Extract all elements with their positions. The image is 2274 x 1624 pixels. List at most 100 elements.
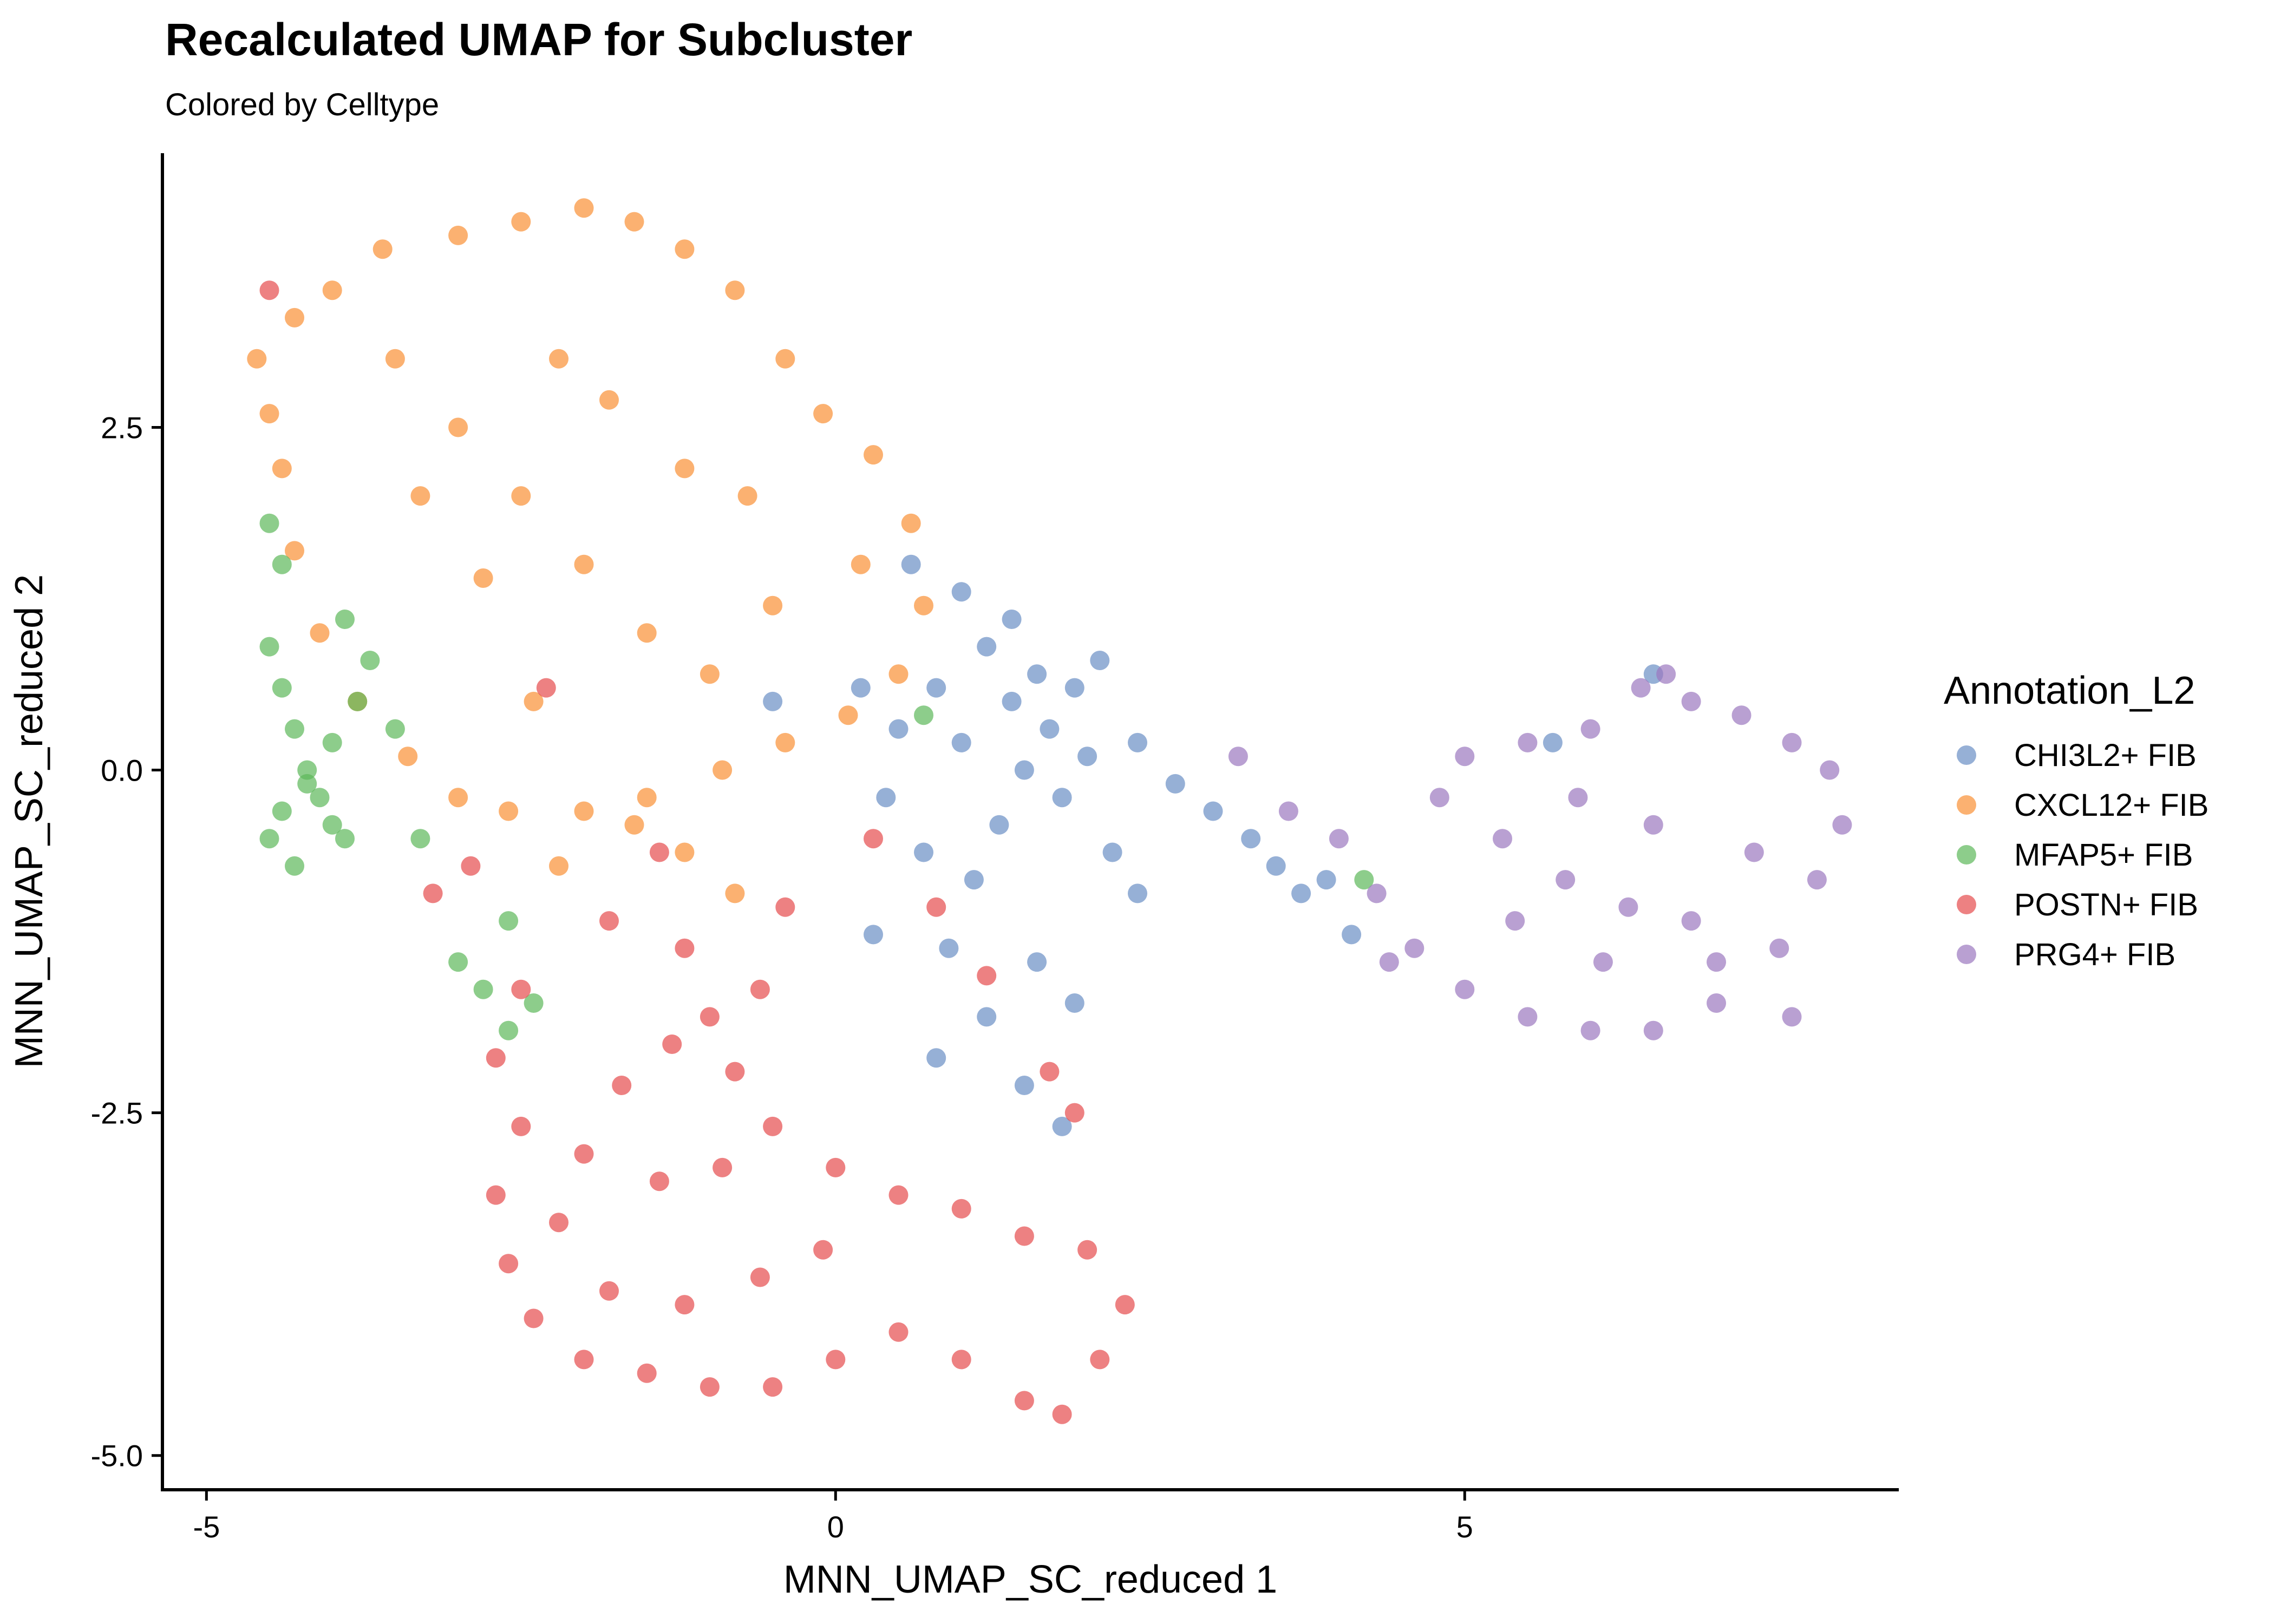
x-tick-label: 5	[1456, 1510, 1473, 1544]
legend-label: CXCL12+ FIB	[2014, 788, 2208, 823]
data-point	[775, 349, 795, 369]
data-point	[838, 705, 858, 725]
data-point	[675, 1295, 695, 1315]
legend-swatch	[1957, 745, 1976, 765]
data-point	[473, 979, 493, 999]
data-point	[524, 1308, 544, 1328]
data-point	[310, 623, 330, 643]
data-point	[964, 870, 984, 890]
data-point	[1404, 938, 1424, 958]
data-point	[951, 1350, 971, 1370]
data-point	[649, 842, 669, 862]
data-point	[1568, 788, 1588, 808]
data-point	[926, 1048, 946, 1068]
data-point	[1656, 664, 1676, 684]
data-point	[1014, 760, 1034, 780]
data-point	[851, 554, 871, 574]
data-point	[1731, 705, 1752, 725]
data-point	[1128, 732, 1147, 752]
data-point	[574, 554, 594, 574]
legend: Annotation_L2 CHI3L2+ FIB CXCL12+ FIB MFAP…	[1944, 669, 2208, 972]
data-point	[662, 1034, 682, 1054]
data-point	[373, 239, 393, 259]
legend-swatch	[1957, 895, 1976, 914]
data-point	[486, 1185, 506, 1205]
data-point	[410, 486, 430, 506]
data-point	[297, 760, 317, 780]
data-point	[1782, 732, 1802, 752]
series-1	[247, 198, 933, 903]
data-point	[410, 829, 430, 849]
y-axis-title: MNN_UMAP_SC_reduced 2	[8, 574, 51, 1068]
data-point	[272, 801, 292, 821]
data-point	[473, 568, 493, 588]
data-point	[448, 225, 468, 245]
data-point	[750, 979, 770, 999]
data-point	[951, 1199, 971, 1219]
data-point	[977, 966, 997, 986]
data-point	[901, 513, 921, 533]
data-point	[864, 829, 883, 849]
data-point	[322, 732, 342, 752]
data-point	[259, 829, 279, 849]
data-point	[826, 1157, 846, 1177]
data-point	[1040, 719, 1060, 739]
data-point	[951, 582, 971, 602]
data-point	[511, 486, 531, 506]
data-point	[1707, 993, 1726, 1013]
data-point	[1580, 719, 1600, 739]
data-point	[549, 1213, 568, 1233]
data-point	[259, 280, 279, 300]
data-point	[1643, 1020, 1663, 1040]
data-point	[675, 938, 695, 958]
data-point	[713, 760, 733, 780]
data-point	[448, 417, 468, 437]
data-point	[939, 938, 959, 958]
data-point	[700, 664, 720, 684]
data-point	[1807, 870, 1827, 890]
data-point	[725, 883, 745, 903]
data-points	[247, 198, 1852, 1424]
data-point	[335, 610, 355, 629]
data-point	[675, 239, 695, 259]
data-point	[775, 897, 795, 917]
data-point	[851, 678, 871, 698]
data-point	[914, 842, 933, 862]
data-point	[574, 801, 594, 821]
data-point	[1631, 678, 1651, 698]
data-point	[763, 1116, 783, 1136]
data-point	[1769, 938, 1789, 958]
data-point	[272, 554, 292, 574]
data-point	[511, 979, 531, 999]
data-point	[1618, 897, 1638, 917]
x-axis-title: MNN_UMAP_SC_reduced 1	[783, 1558, 1277, 1601]
data-point	[888, 664, 909, 684]
data-point	[624, 212, 644, 232]
data-point	[272, 678, 292, 698]
series-0	[763, 554, 1663, 1136]
data-point	[511, 1116, 531, 1136]
data-point	[612, 1076, 632, 1095]
data-point	[649, 1171, 669, 1191]
data-point	[1707, 952, 1726, 972]
data-point	[285, 541, 304, 561]
data-point	[864, 925, 883, 945]
data-point	[1744, 842, 1764, 862]
chart-subtitle: Colored by Celltype	[165, 87, 439, 122]
data-point	[1266, 856, 1286, 876]
data-point	[888, 719, 909, 739]
data-point	[725, 1062, 745, 1082]
data-point	[763, 1377, 783, 1397]
data-point	[1342, 925, 1362, 945]
data-point	[524, 691, 544, 711]
legend-label: CHI3L2+ FIB	[2014, 738, 2197, 773]
data-point	[486, 1048, 506, 1068]
data-point	[763, 691, 783, 711]
x-tick-label: -5	[193, 1510, 220, 1544]
x-tick-label: 0	[827, 1510, 844, 1544]
data-point	[259, 404, 279, 424]
data-point	[322, 280, 342, 300]
data-point	[499, 911, 519, 931]
data-point	[461, 856, 481, 876]
data-point	[385, 719, 405, 739]
